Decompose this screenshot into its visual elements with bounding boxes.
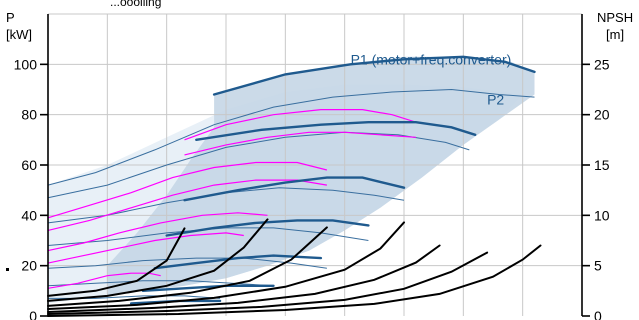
series-layer bbox=[47, 55, 542, 317]
thin-power-curve bbox=[47, 131, 470, 199]
right-tick-label: 20 bbox=[594, 107, 610, 123]
thin-power-curve bbox=[47, 257, 327, 269]
npsh-curve bbox=[47, 244, 542, 317]
top-cropped-text: ...ooolling bbox=[110, 0, 161, 9]
right-tick-label: 10 bbox=[594, 207, 610, 223]
left-tick-label: 0 bbox=[29, 308, 37, 320]
npsh-curve bbox=[47, 218, 269, 302]
npsh-curve bbox=[47, 251, 489, 315]
left-axis-label-symbol: P bbox=[6, 10, 15, 25]
power-curve bbox=[195, 121, 477, 141]
annotation-p1: P1 (motor+freq.converter) bbox=[351, 51, 512, 67]
npsh-curve bbox=[47, 244, 441, 313]
power-curve bbox=[212, 55, 536, 96]
magenta-curve bbox=[47, 212, 268, 252]
power-curve bbox=[165, 219, 370, 237]
right-tick-label: 0 bbox=[594, 308, 602, 320]
power-curve bbox=[153, 254, 323, 270]
annotation-p2: P2 bbox=[487, 92, 504, 108]
magenta-curve bbox=[47, 179, 327, 231]
npsh-curve bbox=[47, 227, 186, 297]
power-curve bbox=[183, 176, 406, 202]
plot-area bbox=[48, 13, 582, 316]
left-tick-label: 100 bbox=[14, 56, 38, 72]
left-tick-label: 20 bbox=[21, 258, 37, 274]
operating-region bbox=[107, 56, 535, 296]
right-tick-label: 25 bbox=[594, 56, 610, 72]
tick-layer: 0 20 40 60 80 100 0 5 10 15 20 25 bbox=[14, 14, 610, 320]
magenta-curve bbox=[184, 109, 417, 141]
thin-power-curve bbox=[47, 88, 535, 186]
magenta-curve bbox=[47, 161, 328, 219]
left-tick-label: 40 bbox=[21, 207, 37, 223]
npsh-curve bbox=[47, 226, 328, 307]
npsh-curve bbox=[47, 221, 405, 310]
left-edge-marker bbox=[6, 268, 9, 271]
right-tick-label: 15 bbox=[594, 157, 610, 173]
left-axis-label-unit: [kW] bbox=[6, 27, 32, 42]
left-tick-label: 80 bbox=[21, 107, 37, 123]
magenta-curve bbox=[184, 131, 416, 156]
magenta-curve bbox=[47, 232, 244, 264]
thin-power-curve bbox=[47, 187, 405, 224]
left-tick-label: 60 bbox=[21, 157, 37, 173]
right-axis-label-symbol: NPSH bbox=[597, 10, 633, 25]
magenta-curve bbox=[47, 272, 161, 289]
right-tick-label: 5 bbox=[594, 258, 602, 274]
power-curve bbox=[141, 284, 275, 292]
right-axis-label-unit: [m] bbox=[606, 27, 624, 42]
